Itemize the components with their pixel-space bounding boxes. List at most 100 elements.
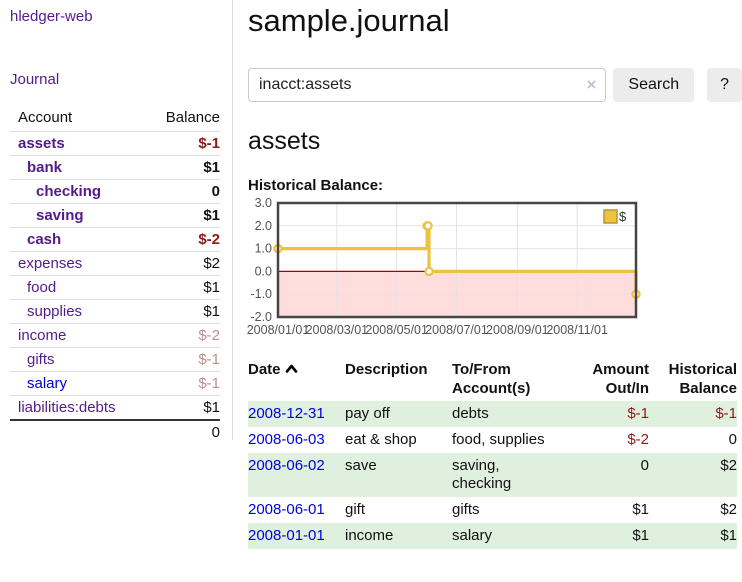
account-row: bank $1: [10, 156, 220, 180]
sidebar: hledger-web Journal Account Balance asse…: [0, 0, 233, 441]
accounts-table: Account Balance assets $-1 bank $1 checking 0…: [10, 106, 220, 444]
account-row: checking 0: [10, 180, 220, 204]
accounts-header-account: Account: [18, 109, 73, 126]
transaction-amount: 0: [640, 457, 649, 474]
transaction-date-link[interactable]: 2008-06-03: [248, 431, 325, 448]
account-balance: $1: [203, 207, 220, 224]
account-link-assets[interactable]: assets: [18, 135, 65, 152]
account-link-checking[interactable]: checking: [36, 183, 102, 200]
transaction-amount: $1: [632, 501, 649, 518]
account-link-saving[interactable]: saving: [36, 207, 84, 224]
register-row: 2008-06-01 gift gifts $1 $2: [248, 497, 737, 523]
transaction-accounts: gifts: [452, 501, 480, 518]
account-balance: $1: [203, 279, 220, 296]
account-balance: $-1: [198, 135, 220, 152]
accounts-header-balance: Balance: [165, 109, 220, 126]
register-table: Date Description To/From Account(s) Amou…: [248, 357, 737, 549]
account-balance: $1: [203, 303, 220, 320]
account-row: saving $1: [10, 204, 220, 228]
transaction-balance: $2: [720, 501, 737, 518]
account-row: liabilities:debts $1: [10, 396, 220, 420]
register-header-row: Date Description To/From Account(s) Amou…: [248, 357, 737, 401]
register-row: 2008-06-03 eat & shop food, supplies $-2 0: [248, 427, 737, 453]
account-row: salary $-1: [10, 372, 220, 396]
account-balance: $2: [203, 255, 220, 272]
account-row: gifts $-1: [10, 348, 220, 372]
account-row: income $-2: [10, 324, 220, 348]
account-balance: 0: [211, 183, 220, 200]
column-header-balance: Historical Balance: [668, 361, 737, 397]
account-row: cash $-2: [10, 228, 220, 252]
transaction-date-cell: 2008-06-03: [248, 427, 345, 453]
transaction-accounts: food, supplies: [452, 431, 545, 448]
transaction-balance: $1: [720, 527, 737, 544]
transaction-balance: $2: [720, 457, 737, 474]
column-header-date[interactable]: Date: [248, 357, 345, 401]
historical-balance-chart[interactable]: $3.0 2.0 1.0 0.0 -1.0 -2.0 2008/01/01 2008/03/0…: [247, 196, 641, 341]
account-title: assets: [248, 127, 321, 155]
accounts-total-value: 0: [211, 424, 220, 441]
svg-text:2008/05/01: 2008/05/01: [365, 323, 428, 337]
transaction-accounts: salary: [452, 527, 493, 544]
transaction-date-link[interactable]: 2008-01-01: [248, 527, 325, 544]
svg-text:2008/07/01: 2008/07/01: [425, 323, 488, 337]
chart-label: Historical Balance:: [248, 177, 384, 194]
date-header-label: Date: [248, 361, 281, 378]
svg-text:-1.0: -1.0: [250, 287, 272, 301]
transaction-accounts: debts: [452, 405, 489, 422]
account-link-gifts[interactable]: gifts: [27, 351, 55, 368]
svg-text:0.0: 0.0: [255, 264, 272, 278]
account-link-salary[interactable]: salary: [27, 375, 68, 392]
transaction-description: eat & shop: [345, 431, 417, 448]
transaction-date-link[interactable]: 2008-06-02: [248, 457, 325, 474]
svg-text:2.0: 2.0: [255, 219, 272, 233]
transaction-balance: $-1: [715, 405, 737, 422]
svg-text:2008/09/01: 2008/09/01: [486, 323, 549, 337]
register-row: 2008-01-01 income salary $1 $1: [248, 523, 737, 549]
account-balance: $-2: [198, 327, 220, 344]
transaction-description: gift: [345, 501, 366, 518]
transaction-date-cell: 2008-01-01: [248, 523, 345, 549]
account-balance: $-1: [198, 351, 220, 368]
transaction-description: save: [345, 457, 377, 474]
svg-text:2008/03/01: 2008/03/01: [306, 323, 369, 337]
svg-text:$: $: [619, 209, 627, 224]
svg-text:1.0: 1.0: [255, 242, 272, 256]
clear-search-icon[interactable]: ×: [586, 75, 597, 94]
column-header-accounts: To/From Account(s): [452, 361, 531, 397]
main-content: sample.journal × Search ? assets Histori…: [247, 0, 742, 549]
help-button[interactable]: ?: [707, 68, 742, 102]
accounts-table-header: Account Balance: [10, 106, 220, 132]
account-link-food[interactable]: food: [27, 279, 57, 296]
journal-link[interactable]: Journal: [10, 71, 60, 88]
account-row: food $1: [10, 276, 220, 300]
transaction-amount: $-1: [627, 405, 649, 422]
transaction-description: pay off: [345, 405, 390, 422]
svg-text:3.0: 3.0: [255, 196, 272, 210]
account-link-cash[interactable]: cash: [27, 231, 62, 248]
account-link-liabilities-debts[interactable]: liabilities:debts: [18, 399, 116, 416]
sort-ascending-icon: [285, 364, 297, 373]
search-input[interactable]: [248, 68, 607, 102]
register-row: 2008-06-02 save saving, checking 0 $2: [248, 453, 737, 497]
account-link-expenses[interactable]: expenses: [18, 255, 83, 272]
transaction-date-link[interactable]: 2008-12-31: [248, 405, 325, 422]
column-header-description: Description: [345, 361, 428, 378]
svg-text:-2.0: -2.0: [250, 310, 272, 324]
svg-text:2008/11/01: 2008/11/01: [546, 323, 608, 337]
page-title: sample.journal: [248, 3, 450, 38]
search-button[interactable]: Search: [613, 68, 695, 102]
transaction-balance: 0: [728, 431, 737, 448]
transaction-date-link[interactable]: 2008-06-01: [248, 501, 325, 518]
transaction-amount: $-2: [627, 431, 649, 448]
account-row: expenses $2: [10, 252, 220, 276]
accounts-total-row: 0: [10, 419, 220, 444]
account-link-bank[interactable]: bank: [27, 159, 63, 176]
account-link-income[interactable]: income: [18, 327, 67, 344]
account-link-supplies[interactable]: supplies: [27, 303, 83, 320]
transaction-date-cell: 2008-06-01: [248, 497, 345, 523]
account-balance: $-1: [198, 375, 220, 392]
account-row: assets $-1: [10, 132, 220, 156]
app-title-link[interactable]: hledger-web: [10, 8, 93, 25]
column-header-amount: Amount Out/In: [592, 361, 649, 397]
